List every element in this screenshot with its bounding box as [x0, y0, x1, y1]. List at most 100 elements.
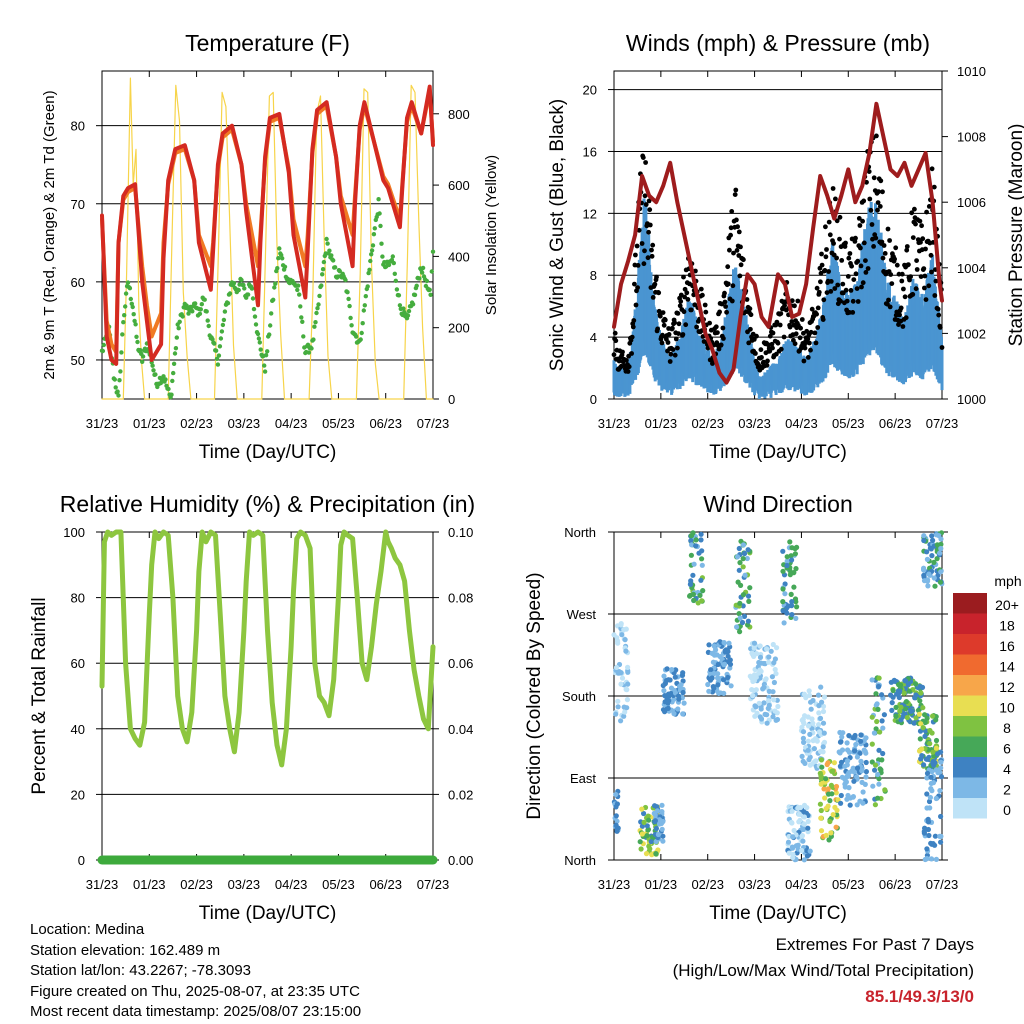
- direction-point: [933, 532, 940, 538]
- dewpoint-point: [354, 334, 359, 339]
- gust-point: [854, 286, 860, 291]
- direction-point: [933, 795, 939, 802]
- dewpoint-point: [133, 322, 138, 327]
- direction-point: [688, 538, 694, 544]
- direction-point: [768, 648, 774, 654]
- direction-point: [837, 729, 843, 736]
- dewpoint-point: [150, 363, 155, 368]
- direction-point: [805, 738, 811, 744]
- direction-point: [664, 666, 670, 672]
- direction-point: [789, 612, 795, 618]
- direction-point: [893, 713, 899, 719]
- dewpoint-point: [213, 348, 219, 353]
- gust-point: [668, 351, 674, 357]
- direction-point: [796, 811, 802, 817]
- direction-point: [827, 818, 833, 825]
- gust-point: [924, 209, 929, 215]
- colorbar-label: 2: [1003, 782, 1011, 798]
- direction-point: [654, 804, 660, 810]
- direction-point: [816, 710, 822, 716]
- direction-point: [918, 721, 924, 727]
- direction-point: [789, 545, 795, 551]
- direction-point: [916, 711, 923, 717]
- gust-point: [939, 345, 945, 350]
- gust-point: [684, 290, 690, 296]
- direction-point: [711, 671, 717, 677]
- direction-point: [924, 775, 930, 781]
- gust-point: [922, 273, 928, 279]
- x-tick-label: 07/23: [417, 416, 450, 431]
- gust-point: [738, 244, 743, 250]
- gust-point: [880, 189, 885, 195]
- direction-point: [820, 744, 826, 750]
- direction-point: [924, 770, 931, 777]
- gust-point: [680, 332, 686, 337]
- extremes-subtitle: (High/Low/Max Wind/Total Precipitation): [672, 961, 974, 980]
- direction-point: [761, 700, 767, 706]
- direction-point: [920, 705, 926, 711]
- dewpoint-point: [222, 309, 228, 314]
- direction-point: [745, 547, 751, 553]
- gust-point: [845, 274, 851, 279]
- direction-point: [826, 837, 832, 843]
- gust-point: [828, 289, 834, 294]
- gust-point: [926, 283, 932, 289]
- gust-point: [661, 322, 667, 328]
- rh-line: [99, 529, 436, 768]
- direction-point: [659, 826, 665, 832]
- gust-point: [685, 297, 691, 302]
- gust-point: [748, 326, 753, 332]
- colorbar-label: 12: [999, 679, 1015, 695]
- dewpoint-point: [271, 297, 276, 302]
- gust-point: [835, 282, 841, 288]
- gust-point: [878, 178, 884, 184]
- gust-point: [737, 273, 743, 279]
- direction-point: [771, 660, 777, 666]
- direction-point: [801, 809, 807, 815]
- dewpoint-point: [171, 370, 176, 376]
- dewpoint-point: [410, 302, 416, 307]
- gust-point: [662, 317, 668, 323]
- direction-point: [876, 747, 882, 753]
- direction-point: [820, 749, 826, 755]
- y-tick-label: 12: [583, 206, 597, 221]
- dewpoint-point: [151, 368, 156, 373]
- gust-point: [876, 189, 881, 195]
- y-tick-label: 80: [71, 591, 85, 606]
- gust-point: [611, 352, 617, 358]
- dewpoint-point: [391, 260, 396, 266]
- dewpoint-point: [273, 281, 278, 286]
- y-tick-label: 60: [71, 275, 85, 290]
- direction-point: [722, 649, 729, 655]
- gust-point: [923, 246, 928, 252]
- dewpoint-point: [348, 315, 353, 321]
- y-tick-label: North: [564, 853, 596, 868]
- gust-point: [918, 239, 923, 245]
- dewpoint-point: [295, 287, 300, 293]
- gust-point: [625, 369, 631, 374]
- gust-point: [642, 248, 647, 254]
- speed-colorbar: mph 20+ 18 16 14 12 10 8 6 4 2 0: [953, 573, 1022, 819]
- gust-point: [894, 262, 900, 268]
- dewpoint-point: [297, 292, 302, 297]
- y-tick-label: 0: [78, 853, 85, 868]
- gust-point: [936, 312, 942, 318]
- direction-point: [644, 823, 650, 829]
- chart-title: Temperature (F): [185, 30, 350, 56]
- dewpoint-point: [249, 286, 255, 291]
- direction-point: [799, 833, 806, 839]
- dewpoint-point: [428, 292, 433, 297]
- gust-point: [754, 333, 759, 339]
- dewpoint-point: [268, 323, 273, 328]
- dewpoint-point: [396, 293, 402, 298]
- gust-point: [869, 222, 875, 227]
- y-tick-label: 20: [583, 83, 597, 98]
- direction-point: [845, 758, 851, 764]
- gust-point: [866, 169, 872, 175]
- direction-point: [805, 818, 811, 825]
- direction-point: [660, 838, 666, 844]
- dewpoint-point: [134, 334, 139, 339]
- dewpoint-point: [365, 284, 370, 289]
- dewpoint-point: [394, 287, 400, 292]
- direction-point: [710, 684, 716, 690]
